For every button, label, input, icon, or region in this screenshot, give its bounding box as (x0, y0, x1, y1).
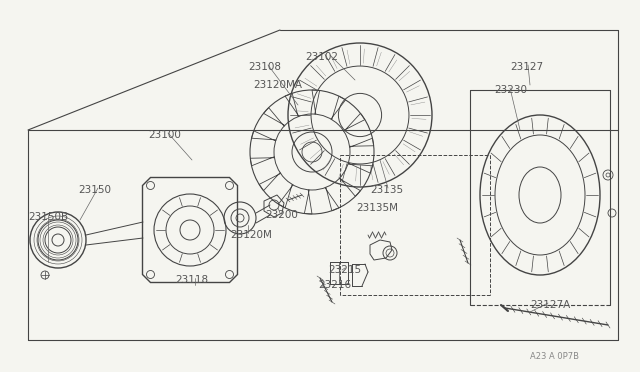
Text: 23200: 23200 (265, 210, 298, 220)
Text: 23127A: 23127A (530, 300, 570, 310)
Text: 23135M: 23135M (356, 203, 398, 213)
Text: 23120MA: 23120MA (253, 80, 302, 90)
Text: 23108: 23108 (248, 62, 281, 72)
Text: 23150: 23150 (78, 185, 111, 195)
Text: 23135: 23135 (370, 185, 403, 195)
Text: 23100: 23100 (148, 130, 181, 140)
Text: 23118: 23118 (175, 275, 208, 285)
Text: A23 A 0P7B: A23 A 0P7B (530, 352, 579, 361)
Text: 23127: 23127 (510, 62, 543, 72)
Text: 23216: 23216 (318, 280, 351, 290)
Text: 23102: 23102 (305, 52, 338, 62)
Text: 23120M: 23120M (230, 230, 272, 240)
Text: 23230: 23230 (494, 85, 527, 95)
Text: 23215: 23215 (328, 265, 361, 275)
Text: 23150B: 23150B (28, 212, 68, 222)
